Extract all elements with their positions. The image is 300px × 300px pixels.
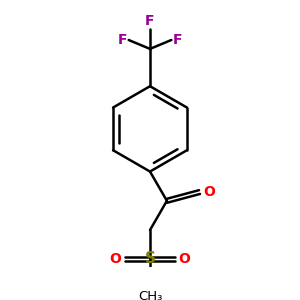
Text: F: F: [145, 14, 155, 28]
Text: S: S: [145, 251, 155, 266]
Text: F: F: [173, 33, 183, 47]
Text: O: O: [203, 185, 215, 199]
Text: F: F: [117, 33, 127, 47]
Text: O: O: [178, 252, 190, 266]
Text: CH₃: CH₃: [138, 290, 162, 300]
Text: O: O: [110, 252, 122, 266]
